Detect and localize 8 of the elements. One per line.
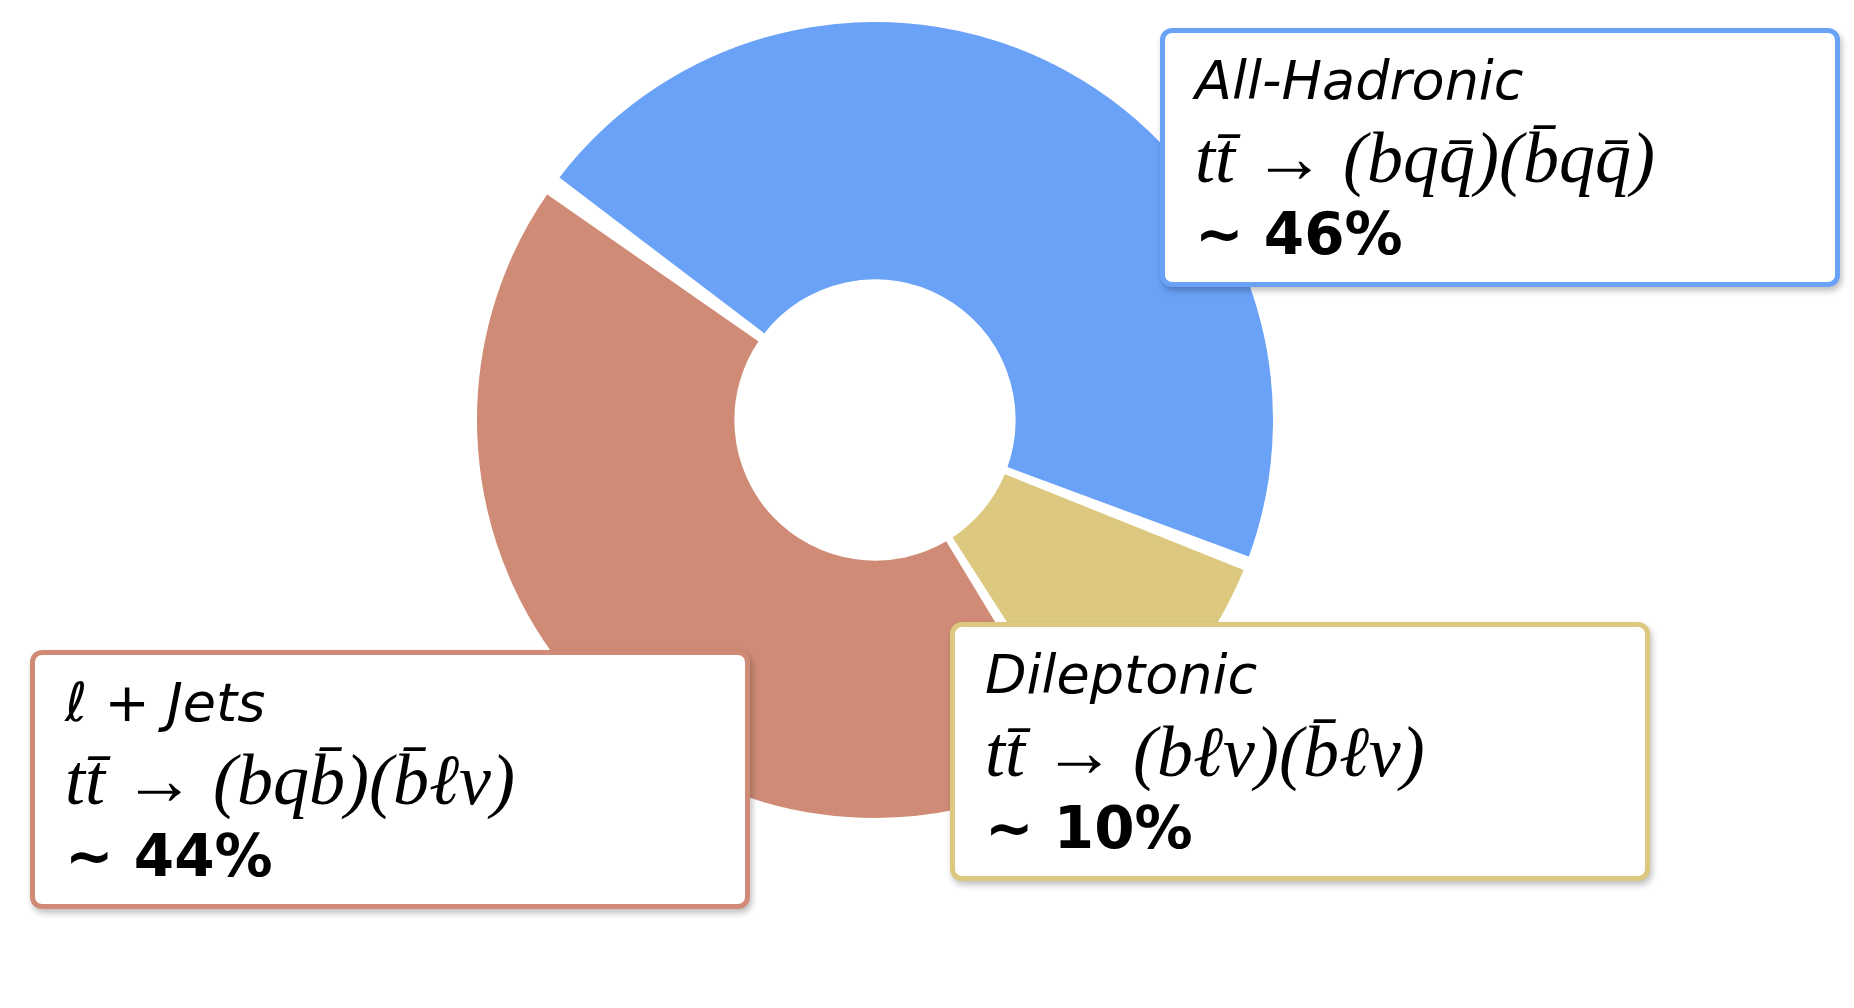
slice-label: ℓ + Jets bbox=[65, 670, 267, 736]
slice-label: Dileptonic bbox=[985, 642, 1259, 708]
data-label: ~ 44% bbox=[65, 821, 274, 890]
callout-box: ℓ + Jets tt̄ → (bqb̄)(b̄ℓν) ~ 44% bbox=[30, 650, 750, 909]
callout-box: Dileptonic tt̄ → (bℓν)(b̄ℓν) ~ 10% bbox=[950, 622, 1650, 881]
data-label: ~ 46% bbox=[1195, 199, 1404, 268]
callout-box: All-Hadronic tt̄ → (bqq̄)(b̄qq̄) ~ 46% bbox=[1160, 28, 1840, 287]
data-label: ~ 10% bbox=[985, 793, 1194, 862]
